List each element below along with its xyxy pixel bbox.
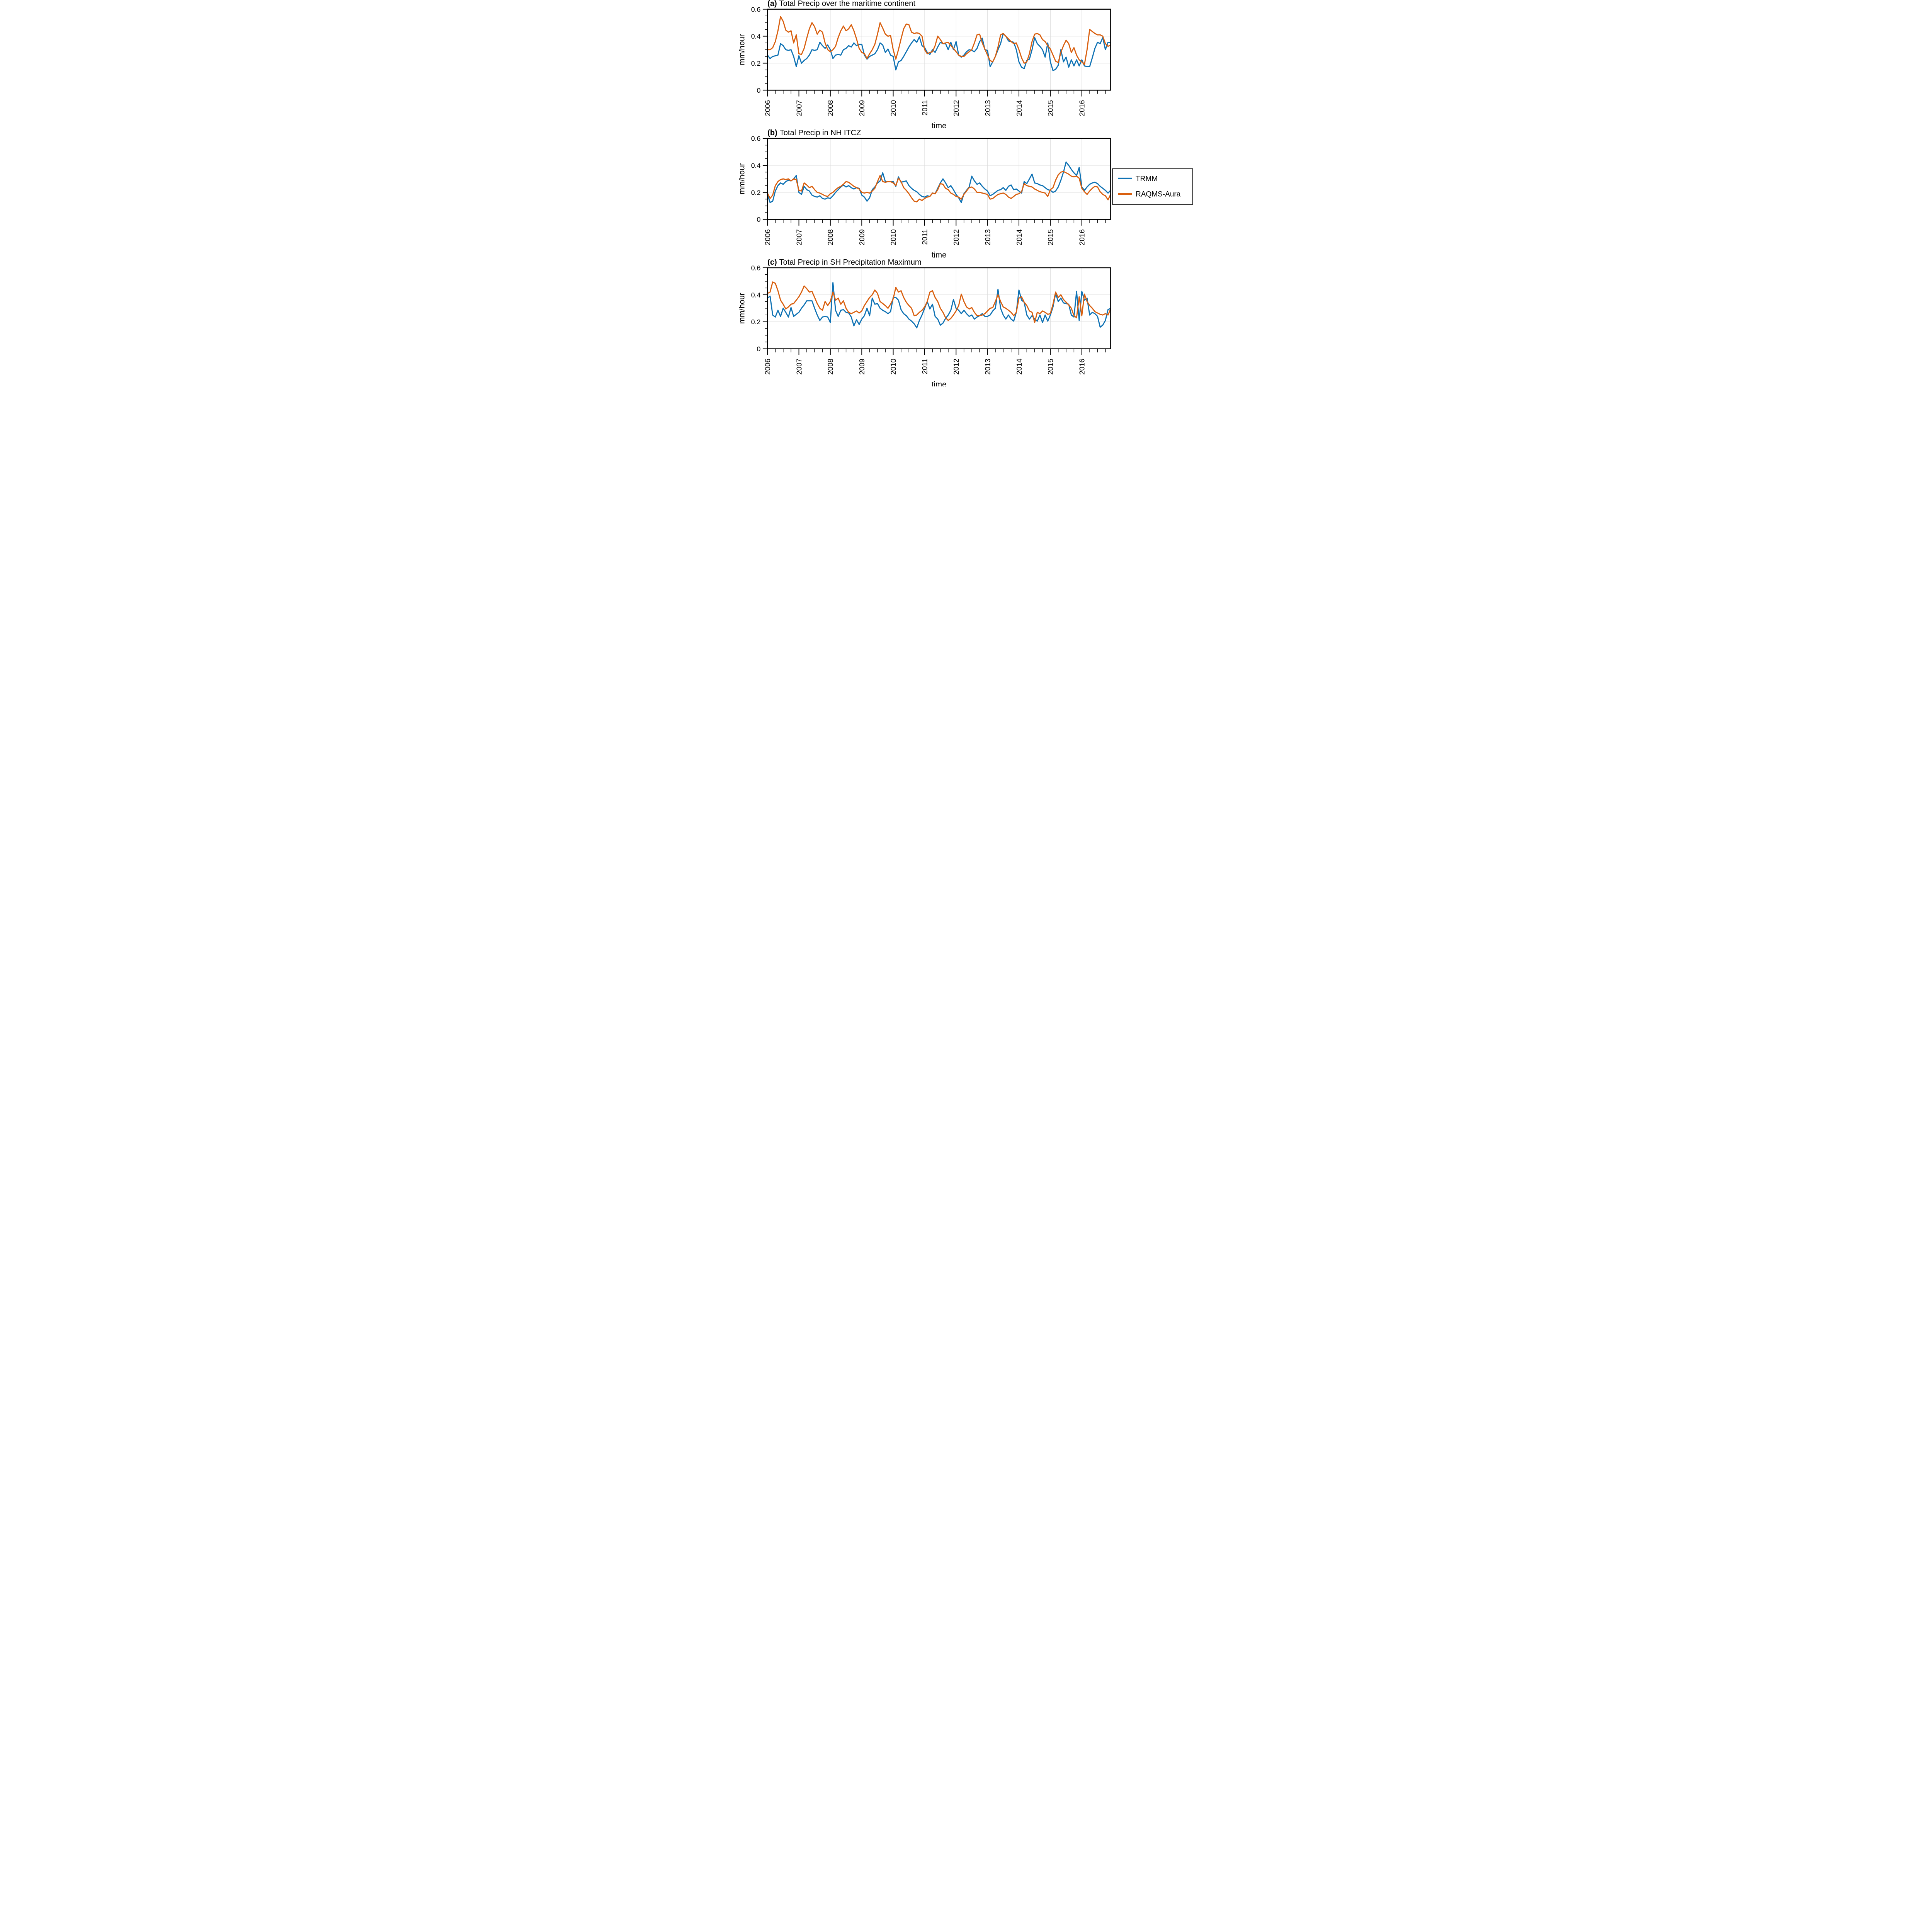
x-tick-label: 2015: [1046, 359, 1054, 375]
x-tick-label: 2014: [1015, 359, 1023, 375]
x-tick-label: 2008: [826, 100, 834, 116]
x-tick-label: 2008: [826, 359, 834, 375]
legend-box: [1112, 168, 1193, 205]
x-tick-label: 2009: [858, 359, 866, 375]
figure-container: 0 0.2 0.4 0.6 2006 2007 2008 2009 2010 2011 2012 20…: [739, 0, 1193, 386]
x-tick-label: 2012: [952, 100, 960, 116]
y-tick-label: 0.6: [751, 135, 760, 143]
x-tick-label: 2011: [920, 229, 929, 245]
panel-c: 0 0.2 0.4 0.6 2006 2007 2008 2009 2010 2011 2012 20…: [739, 258, 1111, 386]
y-tick-label: 0.6: [751, 5, 760, 13]
x-tick-label: 2012: [952, 359, 960, 375]
y-tick-label: 0.4: [751, 32, 760, 40]
x-tick-label: 2009: [858, 229, 866, 245]
y-axis-label: mm/hour: [739, 293, 746, 324]
x-tick-label: 2016: [1078, 359, 1086, 375]
x-tick-label: 2016: [1078, 100, 1086, 116]
precip-timeseries-figure: 0 0.2 0.4 0.6 2006 2007 2008 2009 2010 2011 2012 20…: [739, 0, 1193, 386]
x-tick-label: 2010: [889, 100, 897, 116]
legend-label: RAQMS-Aura: [1135, 190, 1180, 198]
x-tick-label: 2013: [983, 229, 992, 245]
x-tick-label: 2012: [952, 229, 960, 245]
x-tick-label: 2007: [795, 359, 803, 375]
x-axis-label: time: [931, 251, 946, 259]
y-tick-label: 0.2: [751, 318, 760, 326]
x-tick-label: 2007: [795, 229, 803, 245]
x-tick-label: 2015: [1046, 100, 1054, 116]
x-tick-label: 2015: [1046, 229, 1054, 245]
x-tick-label: 2008: [826, 229, 834, 245]
x-tick-label: 2009: [858, 100, 866, 116]
y-tick-label: 0.6: [751, 264, 760, 272]
y-tick-label: 0.2: [751, 189, 760, 196]
x-tick-label: 2016: [1078, 229, 1086, 245]
panel-title: (b)Total Precip in NH ITCZ: [767, 129, 861, 137]
y-tick-label: 0: [757, 345, 760, 353]
y-tick-label: 0.2: [751, 60, 760, 67]
x-tick-label: 2011: [920, 100, 929, 116]
legend-label: TRMM: [1135, 175, 1157, 183]
x-tick-label: 2006: [763, 229, 771, 245]
y-tick-label: 0.4: [751, 291, 760, 299]
raqms-aura-line-panel-c: [767, 281, 1111, 323]
x-tick-label: 2014: [1015, 100, 1023, 116]
panel-title: (c)Total Precip in SH Precipitation Maxi…: [767, 258, 921, 267]
trmm-line-panel-b: [767, 161, 1111, 203]
x-tick-label: 2006: [763, 359, 771, 375]
y-axis-label: mm/hour: [739, 34, 746, 65]
y-tick-label: 0: [757, 87, 760, 94]
x-tick-label: 2013: [983, 359, 992, 375]
x-axis-label: time: [931, 380, 946, 386]
raqms-aura-line-panel-a: [767, 16, 1111, 65]
panel-a: 0 0.2 0.4 0.6 2006 2007 2008 2009 2010 2011 2012 20…: [739, 0, 1111, 130]
panel-title: (a)Total Precip over the maritime contin…: [767, 0, 915, 8]
y-axis-label: mm/hour: [739, 163, 746, 194]
x-axis-label: time: [931, 122, 946, 130]
x-tick-label: 2013: [983, 100, 992, 116]
y-tick-label: 0.4: [751, 162, 760, 169]
panel-b: 0 0.2 0.4 0.6 2006 2007 2008 2009 2010 2011 2012 20…: [739, 129, 1111, 259]
legend: TRMM RAQMS-Aura: [1112, 168, 1193, 205]
plot-frame: [767, 138, 1111, 220]
x-tick-label: 2006: [763, 100, 771, 116]
raqms-aura-line-panel-b: [767, 171, 1111, 202]
trmm-line-panel-a: [767, 33, 1111, 71]
plot-frame: [767, 9, 1111, 91]
y-tick-label: 0: [757, 216, 760, 223]
x-tick-label: 2011: [920, 359, 929, 374]
plot-frame: [767, 267, 1111, 349]
x-tick-label: 2007: [795, 100, 803, 116]
x-tick-label: 2010: [889, 359, 897, 375]
x-tick-label: 2014: [1015, 229, 1023, 245]
x-tick-label: 2010: [889, 229, 897, 245]
